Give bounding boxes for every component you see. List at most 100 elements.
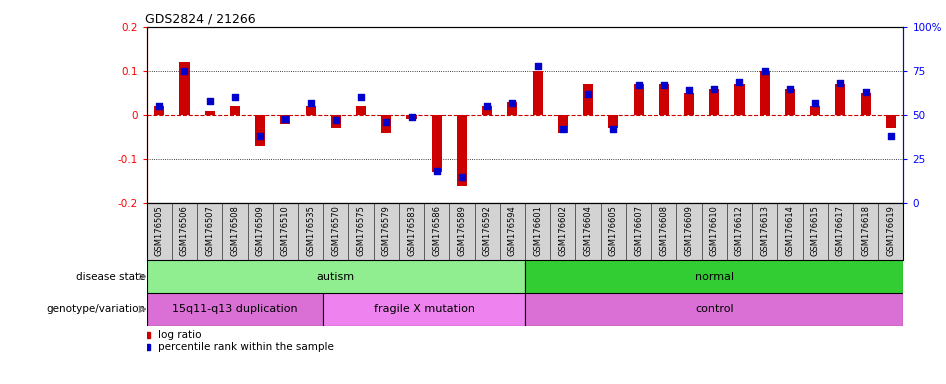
Text: GDS2824 / 21266: GDS2824 / 21266	[145, 13, 255, 26]
Text: GSM176583: GSM176583	[407, 205, 416, 256]
Text: GSM176605: GSM176605	[609, 205, 618, 256]
Text: GSM176615: GSM176615	[811, 205, 819, 256]
Bar	[558, 115, 568, 132]
Bar	[885, 115, 896, 128]
Point	[404, 114, 419, 120]
Point	[858, 89, 873, 95]
Text: GSM176586: GSM176586	[432, 205, 441, 256]
Point	[303, 99, 318, 106]
Text: GSM176507: GSM176507	[205, 205, 214, 256]
Bar	[255, 115, 265, 146]
Bar	[734, 84, 745, 115]
Bar	[583, 84, 593, 115]
Point	[732, 78, 747, 84]
Text: GSM176505: GSM176505	[155, 205, 164, 256]
Bar	[324, 293, 525, 326]
Text: GSM176535: GSM176535	[307, 205, 315, 256]
Text: GSM176592: GSM176592	[482, 205, 492, 256]
Text: GSM176617: GSM176617	[836, 205, 845, 256]
Point	[555, 126, 570, 132]
Bar	[331, 115, 341, 128]
Bar	[658, 84, 669, 115]
Bar	[457, 115, 467, 185]
Point	[429, 168, 445, 174]
Text: GSM176579: GSM176579	[382, 205, 391, 256]
Bar	[684, 93, 694, 115]
Point	[354, 94, 369, 101]
Bar	[785, 89, 795, 115]
Text: GSM176601: GSM176601	[534, 205, 542, 256]
Point	[202, 98, 218, 104]
Text: GSM176604: GSM176604	[584, 205, 592, 256]
Point	[581, 91, 596, 97]
Text: GSM176589: GSM176589	[458, 205, 466, 256]
Bar	[482, 106, 492, 115]
Point	[657, 82, 672, 88]
Text: GSM176614: GSM176614	[785, 205, 795, 256]
Bar	[147, 260, 525, 293]
Text: control: control	[695, 304, 733, 314]
Point	[884, 133, 899, 139]
Bar	[760, 71, 770, 115]
Point	[480, 103, 495, 109]
Bar	[634, 84, 643, 115]
Bar	[533, 71, 543, 115]
Text: GSM176570: GSM176570	[331, 205, 341, 256]
Point	[681, 87, 696, 93]
Bar	[810, 106, 820, 115]
Bar	[431, 115, 442, 172]
Text: GSM176612: GSM176612	[735, 205, 744, 256]
Bar	[861, 93, 870, 115]
Point	[177, 68, 192, 74]
Point	[328, 117, 343, 123]
Text: GSM176510: GSM176510	[281, 205, 289, 256]
Point	[631, 82, 646, 88]
Text: GSM176618: GSM176618	[861, 205, 870, 256]
Point	[808, 99, 823, 106]
Bar	[407, 115, 416, 119]
Point	[832, 80, 848, 86]
Point	[227, 94, 242, 101]
Bar	[608, 115, 619, 128]
Text: GSM176613: GSM176613	[761, 205, 769, 256]
Text: GSM176506: GSM176506	[180, 205, 189, 256]
Text: GSM176610: GSM176610	[710, 205, 719, 256]
Bar	[525, 293, 903, 326]
Text: 15q11-q13 duplication: 15q11-q13 duplication	[172, 304, 298, 314]
Point	[605, 126, 621, 132]
Bar	[230, 106, 240, 115]
Text: GSM176608: GSM176608	[659, 205, 668, 256]
Point	[454, 174, 469, 180]
Point	[151, 103, 166, 109]
Bar	[147, 293, 324, 326]
Point	[278, 116, 293, 122]
Text: fragile X mutation: fragile X mutation	[374, 304, 475, 314]
Text: GSM176609: GSM176609	[685, 205, 693, 256]
Point	[530, 63, 545, 69]
Bar	[835, 84, 846, 115]
Bar	[525, 260, 903, 293]
Text: log ratio: log ratio	[158, 330, 201, 340]
Text: GSM176508: GSM176508	[231, 205, 239, 256]
Bar	[280, 115, 290, 124]
Bar	[204, 111, 215, 115]
Point	[757, 68, 772, 74]
Point	[253, 133, 268, 139]
Text: genotype/variation: genotype/variation	[46, 304, 146, 314]
Text: autism: autism	[317, 271, 355, 281]
Point	[782, 86, 797, 92]
Point	[378, 119, 394, 125]
Bar	[154, 106, 165, 115]
Text: GSM176607: GSM176607	[634, 205, 643, 256]
Point	[505, 99, 520, 106]
Point	[707, 86, 722, 92]
Text: GSM176619: GSM176619	[886, 205, 895, 256]
Text: GSM176509: GSM176509	[255, 205, 265, 256]
Bar	[507, 102, 517, 115]
Bar	[381, 115, 392, 132]
Text: GSM176602: GSM176602	[558, 205, 568, 256]
Text: percentile rank within the sample: percentile rank within the sample	[158, 342, 334, 352]
Bar	[356, 106, 366, 115]
Text: disease state: disease state	[76, 271, 146, 281]
Bar	[710, 89, 719, 115]
